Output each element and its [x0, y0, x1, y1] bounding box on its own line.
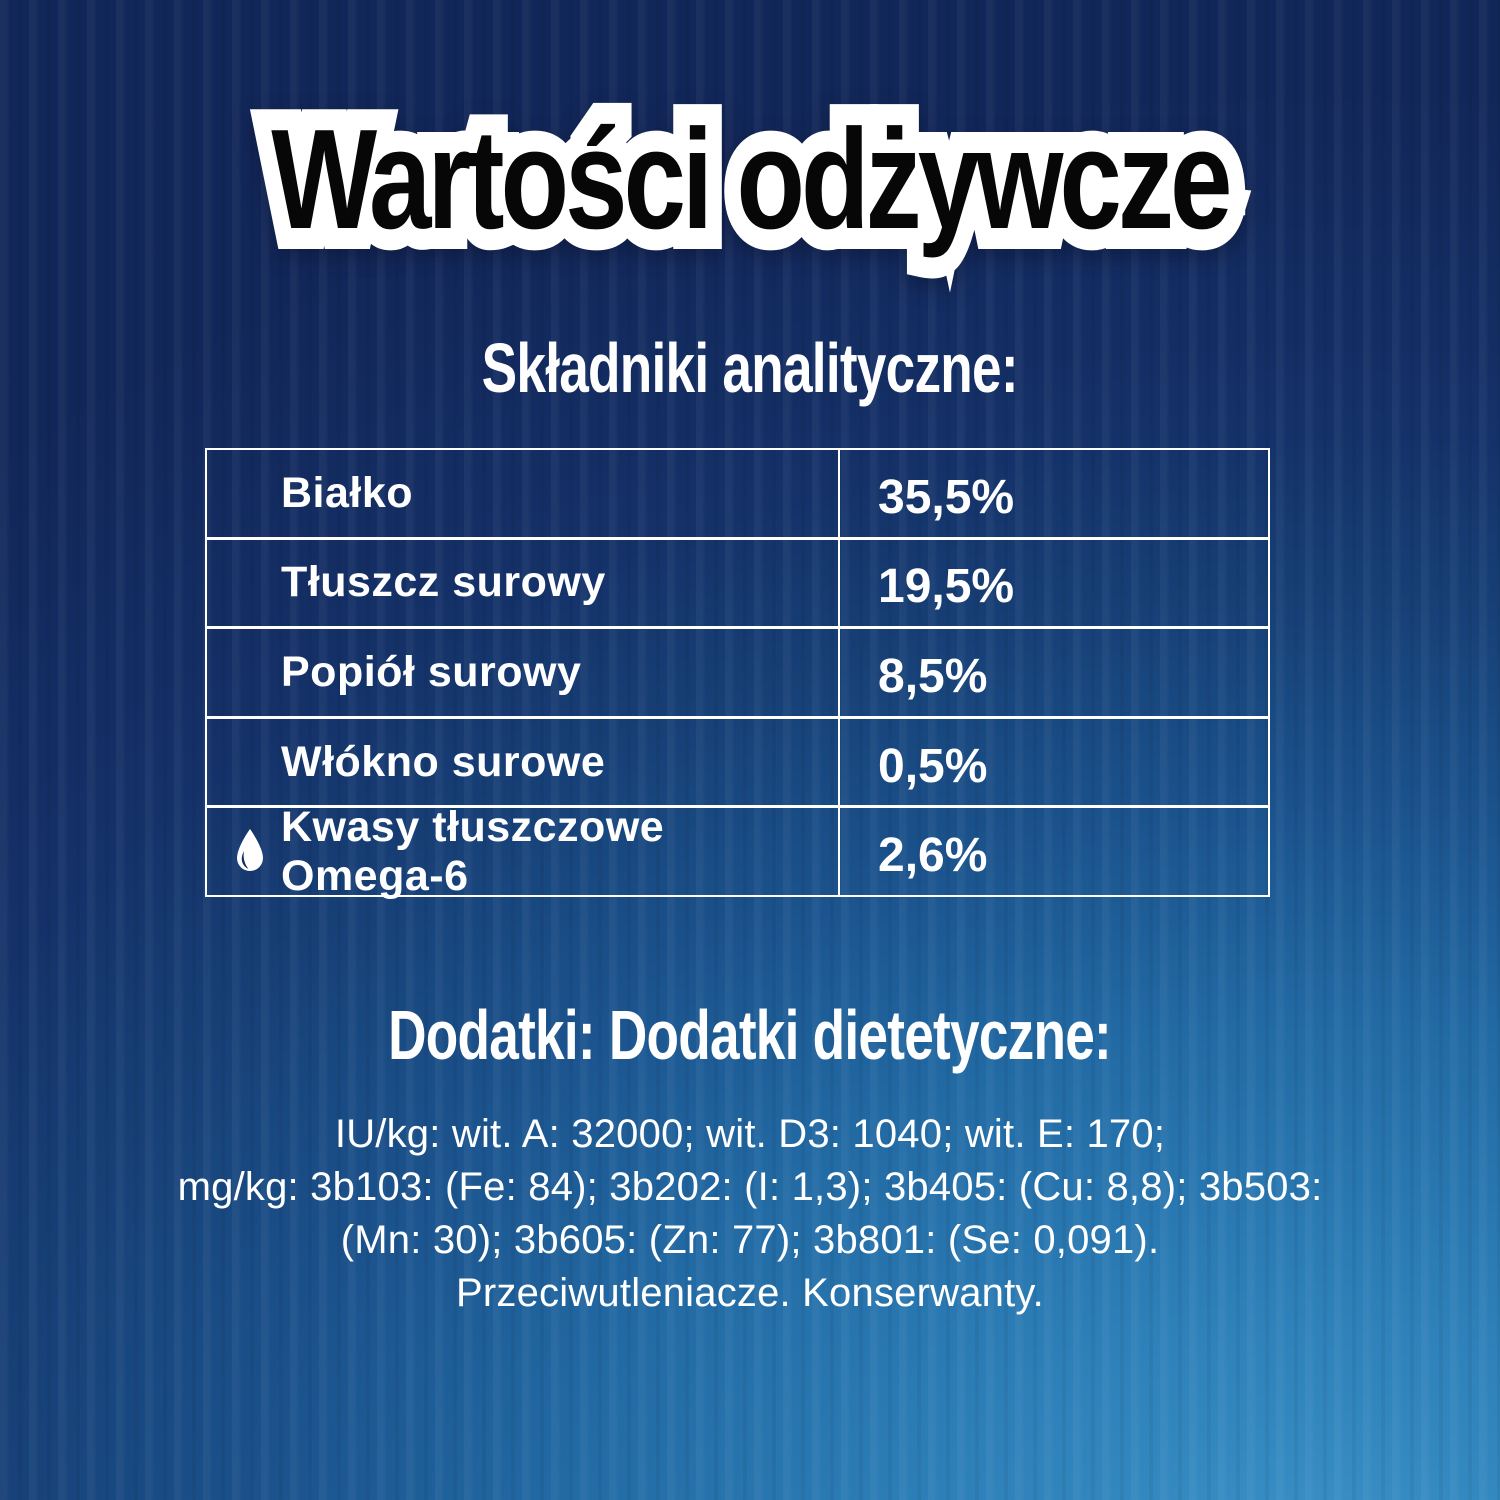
row-value: 0,5% — [878, 739, 988, 793]
analytical-heading: Składniki analityczne: — [0, 318, 1500, 418]
table-row: Popiół surowy 8,5% — [207, 626, 1268, 716]
row-label: Tłuszcz surowy — [207, 539, 840, 627]
additives-heading: Dodatki: Dodatki dietetyczne: — [0, 985, 1500, 1085]
droplet-icon — [233, 828, 267, 876]
row-label-with-icon: Kwasy tłuszczowe Omega-6 — [207, 803, 840, 900]
row-value: 2,6% — [878, 829, 988, 883]
page-title-text: Wartości odżywcze — [271, 100, 1232, 260]
additives-paragraph: IU/kg: wit. A: 32000; wit. D3: 1040; wit… — [177, 1112, 1323, 1315]
table-row: Tłuszcz surowy 19,5% — [207, 536, 1268, 627]
row-label: Włókno surowe — [207, 718, 840, 806]
row-value: 35,5% — [878, 470, 1015, 524]
page-title: Wartości odżywcze — [0, 100, 1500, 260]
analytical-table: Białko 35,5% Tłuszcz surowy 19,5% Popiół… — [205, 448, 1270, 900]
title-block: Wartości odżywcze — [0, 100, 1500, 260]
row-label: Popiół surowy — [207, 629, 840, 716]
table-row: Włókno surowe 0,5% — [207, 715, 1268, 806]
row-label: Białko — [207, 450, 840, 537]
table-row: Kwasy tłuszczowe Omega-6 2,6% — [207, 803, 1268, 900]
analytical-heading-text: Składniki analityczne: — [481, 329, 1019, 407]
additives-heading-text: Dodatki: Dodatki dietetyczne: — [388, 996, 1113, 1074]
row-label-text: Kwasy tłuszczowe Omega-6 — [281, 802, 665, 900]
row-value: 8,5% — [878, 649, 988, 703]
table-row: Białko 35,5% — [207, 450, 1268, 537]
row-value: 19,5% — [878, 560, 1015, 614]
